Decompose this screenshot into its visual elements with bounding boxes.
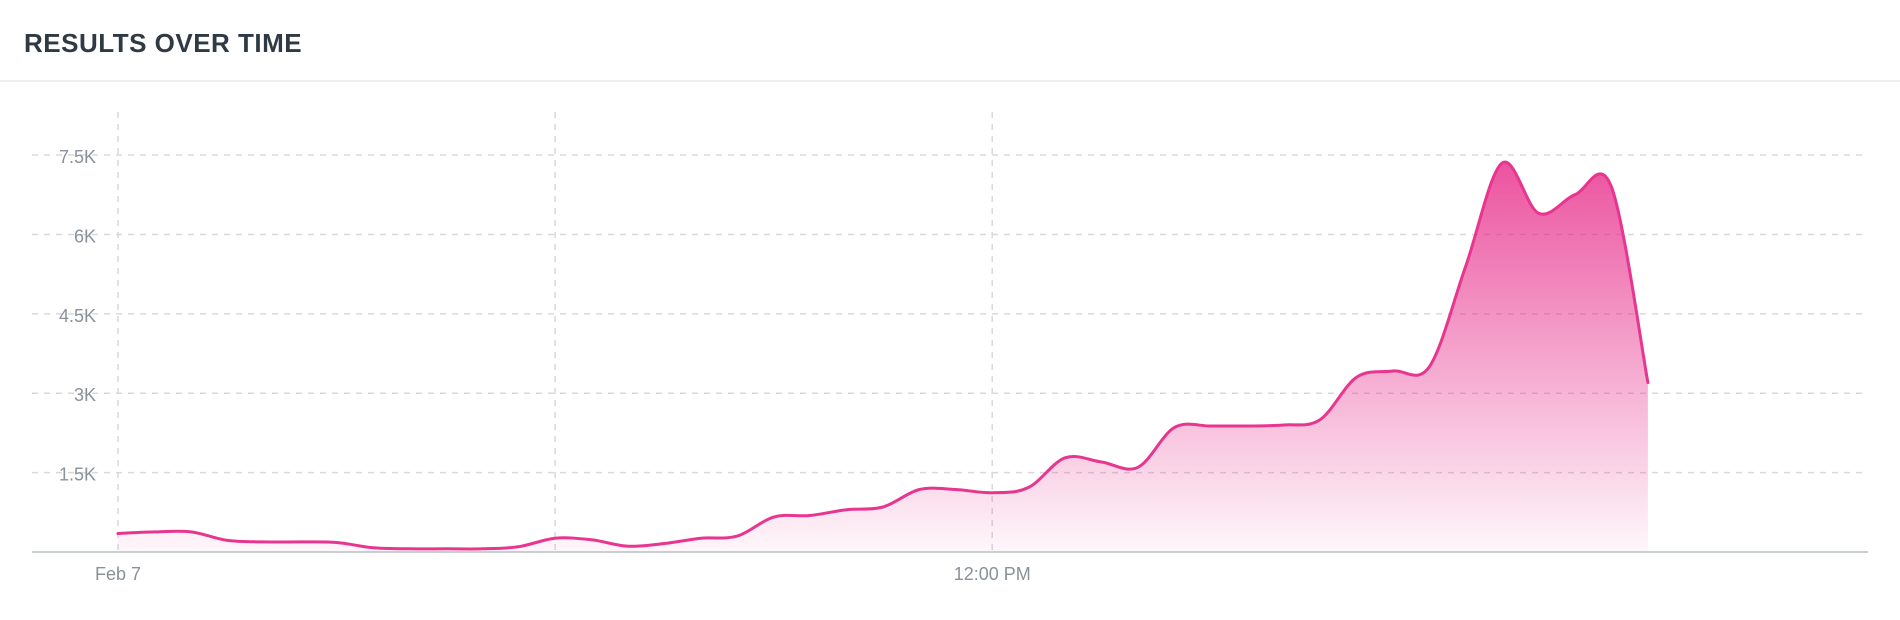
data-point[interactable]	[1642, 377, 1654, 389]
data-point[interactable]	[185, 526, 197, 538]
data-point[interactable]	[658, 538, 670, 550]
data-point[interactable]	[1096, 456, 1108, 468]
label-layer: 1.5K 3K 4.5K 6K 7.5K Feb 7 12:00 PM	[59, 147, 1031, 584]
panel-title: RESULTS OVER TIME	[24, 28, 303, 58]
data-point[interactable]	[1423, 361, 1435, 373]
data-point[interactable]	[148, 526, 160, 538]
data-point[interactable]	[1605, 181, 1617, 193]
chart-area: 1.5K 3K 4.5K 6K 7.5K Feb 7 12:00 PM	[0, 82, 1900, 620]
data-point[interactable]	[622, 540, 634, 552]
panel-header: RESULTS OVER TIME	[0, 0, 1900, 82]
data-point[interactable]	[1241, 420, 1253, 432]
data-point[interactable]	[1460, 260, 1472, 272]
data-point[interactable]	[877, 501, 889, 513]
x-tick-label: Feb 7	[95, 564, 141, 584]
data-point[interactable]	[112, 528, 124, 540]
data-point[interactable]	[221, 534, 233, 546]
data-point[interactable]	[1569, 189, 1581, 201]
data-point[interactable]	[1314, 414, 1326, 426]
data-point[interactable]	[768, 511, 780, 523]
data-point[interactable]	[1168, 422, 1180, 434]
y-tick-label: 4.5K	[59, 306, 96, 326]
data-point[interactable]	[513, 541, 525, 553]
data-point[interactable]	[331, 537, 343, 549]
data-point[interactable]	[1278, 419, 1290, 431]
data-point[interactable]	[1023, 481, 1035, 493]
data-point[interactable]	[586, 534, 598, 546]
data-point[interactable]	[804, 510, 816, 522]
data-point[interactable]	[1496, 157, 1508, 169]
y-tick-label: 7.5K	[59, 147, 96, 167]
data-point[interactable]	[1132, 461, 1144, 473]
data-point[interactable]	[986, 487, 998, 499]
data-point[interactable]	[695, 532, 707, 544]
y-tick-label: 1.5K	[59, 465, 96, 485]
data-point[interactable]	[294, 536, 306, 548]
data-point[interactable]	[913, 484, 925, 496]
data-point[interactable]	[1059, 452, 1071, 464]
data-point[interactable]	[731, 530, 743, 542]
y-tick-label: 6K	[74, 226, 96, 246]
y-tick-label: 3K	[74, 385, 96, 405]
data-point[interactable]	[1533, 207, 1545, 219]
data-point[interactable]	[1387, 365, 1399, 377]
series-area-fill	[118, 162, 1648, 552]
results-over-time-chart: 1.5K 3K 4.5K 6K 7.5K Feb 7 12:00 PM	[32, 112, 1868, 584]
data-point[interactable]	[1205, 420, 1217, 432]
data-point[interactable]	[841, 504, 853, 516]
data-point[interactable]	[1351, 371, 1363, 383]
x-tick-label: 12:00 PM	[954, 564, 1031, 584]
data-point[interactable]	[258, 536, 270, 548]
data-point[interactable]	[549, 532, 561, 544]
data-point[interactable]	[950, 484, 962, 496]
area-layer	[112, 157, 1654, 553]
series-line[interactable]	[116, 160, 1650, 551]
